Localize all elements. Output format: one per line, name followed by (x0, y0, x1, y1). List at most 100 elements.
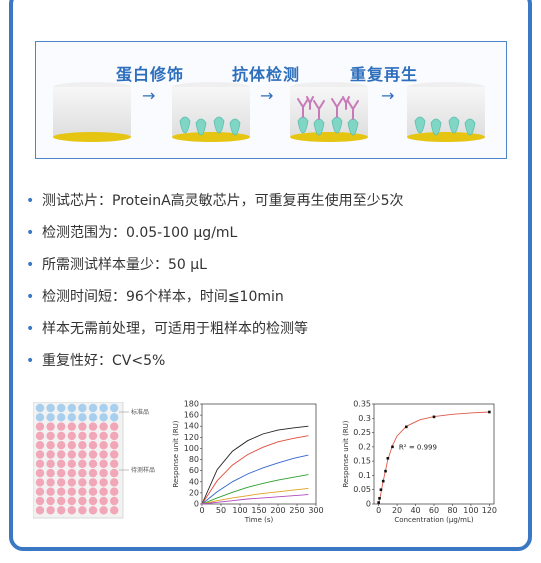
sample-well (99, 450, 108, 459)
feature-item: • 检测时间短：96个样本，时间≦10min (26, 286, 404, 318)
sample-well (99, 441, 108, 450)
x-tick-label: 100 (463, 506, 478, 515)
y-tick-label: 140 (184, 422, 199, 431)
sample-well (78, 487, 87, 496)
bullet-icon: • (26, 321, 35, 337)
bullet-icon: • (26, 225, 35, 241)
bullet-icon: • (26, 289, 35, 305)
sample-well (110, 468, 119, 478)
y-tick-label: 0.2 (358, 442, 371, 451)
y-tick-label: 60 (189, 466, 199, 475)
sample-well (57, 468, 66, 478)
sample-well (88, 496, 98, 506)
standard-well (88, 403, 98, 413)
sample-well (35, 487, 45, 496)
sample-well (88, 468, 98, 478)
x-tick-label: 80 (447, 506, 457, 515)
sample-well (35, 468, 45, 478)
sample-well (110, 459, 119, 468)
chip-antibody-bound (290, 82, 368, 142)
sample-well (46, 487, 55, 496)
arrow-icon: → (381, 86, 395, 105)
standard-label: 标准品 (131, 408, 149, 416)
x-tick-label: 300 (308, 506, 323, 515)
sample-well (57, 478, 66, 487)
sample-well (88, 487, 98, 496)
chip-regenerated (407, 82, 485, 142)
sample-well (35, 450, 45, 459)
standard-well (46, 403, 55, 413)
sample-well (110, 450, 119, 459)
sample-well (46, 478, 55, 487)
standard-well (99, 403, 108, 413)
x-axis-label: Concentration (μg/mL) (394, 516, 473, 524)
y-axis-label: Response unit (RU) (342, 420, 350, 487)
standard-well (88, 413, 98, 422)
sample-well (57, 422, 66, 431)
standard-well (57, 413, 66, 422)
sample-well (57, 431, 66, 441)
x-tick-label: 0 (199, 506, 204, 515)
standard-well (67, 403, 76, 413)
sample-well (99, 478, 108, 487)
feature-text: 测试芯片：ProteinA高灵敏芯片，可重复再生使用至少5次 (42, 193, 404, 209)
sample-well (46, 441, 55, 450)
y-tick-label: 180 (184, 400, 199, 409)
x-tick-label: 0 (376, 506, 381, 515)
sample-well (88, 431, 98, 441)
feature-list: • 测试芯片：ProteinA高灵敏芯片，可重复再生使用至少5次 • 检测范围为：0… (26, 190, 404, 382)
sample-well (46, 431, 55, 441)
sample-well (57, 450, 66, 459)
feature-text: 检测时间短：96个样本，时间≦10min (42, 289, 284, 305)
y-axis-label: Response unit (RU) (172, 420, 180, 487)
series-line (201, 474, 309, 505)
standard-well (78, 413, 87, 422)
y-tick-label: 0 (366, 500, 371, 509)
sample-well (88, 459, 98, 468)
series-line (201, 425, 309, 505)
sample-well (35, 496, 45, 506)
sample-well (99, 459, 108, 468)
sample-well (57, 487, 66, 496)
feature-text: 检测范围为：0.05-100 μg/mL (42, 225, 238, 241)
data-point (379, 488, 383, 492)
series-line (201, 494, 309, 505)
x-tick-label: 150 (251, 506, 266, 515)
r-squared-annotation: R² = 0.999 (399, 444, 437, 452)
step-label-regeneration: 重复再生 (350, 65, 419, 84)
sample-well (67, 468, 76, 478)
step-label-detection: 抗体检测 (232, 65, 301, 84)
sample-well (88, 422, 98, 431)
data-point (384, 469, 387, 473)
sample-well (67, 478, 76, 487)
sample-well (78, 459, 87, 468)
sample-well (110, 496, 119, 506)
standard-well (78, 403, 87, 413)
data-point (432, 415, 436, 419)
sample-well (78, 468, 87, 478)
y-tick-label: 0.25 (353, 428, 371, 437)
sample-well (35, 478, 45, 487)
sample-well (35, 441, 45, 450)
standard-well (110, 413, 119, 422)
data-point (377, 501, 380, 504)
feature-item: • 测试芯片：ProteinA高灵敏芯片，可重复再生使用至少5次 (26, 190, 404, 222)
sample-well (110, 478, 119, 487)
y-tick-label: 0.35 (353, 400, 371, 409)
sample-well (46, 468, 55, 478)
sample-well (67, 431, 76, 441)
sample-well (35, 422, 45, 431)
step-label-modification: 蛋白修饰 (116, 65, 185, 84)
sample-well (67, 422, 76, 431)
feature-text: 所需测试样本量少：50 μL (42, 257, 207, 273)
sample-well (35, 506, 45, 515)
bullet-icon: • (26, 353, 35, 369)
feature-item: • 检测范围为：0.05-100 μg/mL (26, 222, 404, 254)
arrow-icon: → (142, 86, 156, 105)
data-point (378, 496, 381, 500)
sample-well (110, 431, 119, 441)
series-line (201, 487, 309, 505)
sample-well (57, 459, 66, 468)
y-tick-label: 0 (194, 500, 199, 509)
sample-well (110, 422, 119, 431)
